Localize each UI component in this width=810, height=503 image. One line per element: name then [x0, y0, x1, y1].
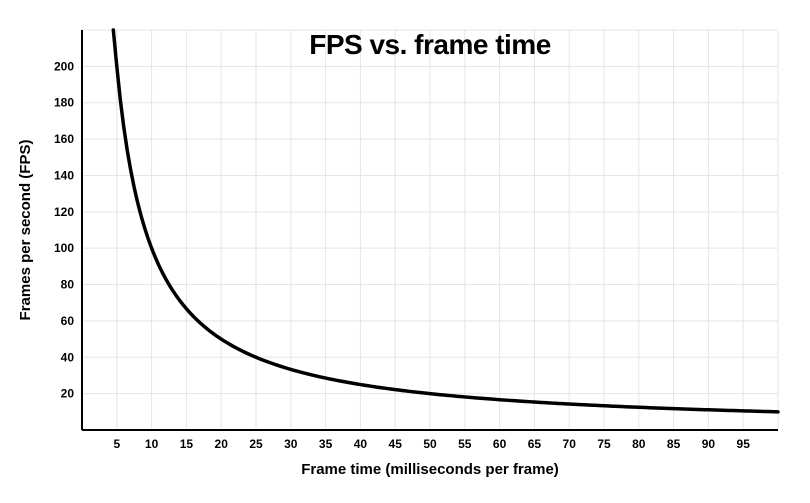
- y-axis-label: Frames per second (FPS): [17, 140, 34, 321]
- x-tick-label: 25: [249, 437, 263, 451]
- x-tick-label: 85: [667, 437, 681, 451]
- x-tick-label: 40: [354, 437, 368, 451]
- chart-container: 5 10 15 20 25 30 35 40 45 50 55 60 65 70 75 80 85 90 95 20 4…: [0, 0, 810, 503]
- x-tick-label: 10: [145, 437, 159, 451]
- y-tick-label: 120: [54, 205, 74, 219]
- y-tick-label: 140: [54, 168, 74, 182]
- x-tick-label: 90: [702, 437, 716, 451]
- y-tick-label: 40: [61, 350, 75, 364]
- x-axis-label: Frame time (milliseconds per frame): [301, 461, 559, 478]
- x-tick-label: 45: [389, 437, 403, 451]
- x-tick-label: 55: [458, 437, 472, 451]
- x-tick-label: 80: [632, 437, 646, 451]
- y-tick-label: 180: [54, 96, 74, 110]
- x-tick-label: 5: [113, 437, 120, 451]
- y-tick-label: 80: [61, 278, 75, 292]
- x-tick-label: 35: [319, 437, 333, 451]
- fps-vs-frametime-chart: 5 10 15 20 25 30 35 40 45 50 55 60 65 70 75 80 85 90 95 20 4…: [0, 0, 810, 503]
- x-tick-label: 60: [493, 437, 507, 451]
- chart-title: FPS vs. frame time: [309, 29, 551, 60]
- y-tick-label: 60: [61, 314, 75, 328]
- x-tick-label: 70: [563, 437, 577, 451]
- x-tick-label: 15: [180, 437, 194, 451]
- grid: [82, 30, 778, 430]
- y-tick-label: 200: [54, 59, 74, 73]
- x-tick-label: 65: [528, 437, 542, 451]
- y-tick-label: 100: [54, 241, 74, 255]
- x-tick-label: 75: [597, 437, 611, 451]
- x-tick-label: 50: [423, 437, 437, 451]
- y-tick-label: 160: [54, 132, 74, 146]
- x-tick-label: 30: [284, 437, 298, 451]
- x-tick-label: 95: [737, 437, 751, 451]
- x-tick-label: 20: [215, 437, 229, 451]
- y-tick-label: 20: [61, 387, 75, 401]
